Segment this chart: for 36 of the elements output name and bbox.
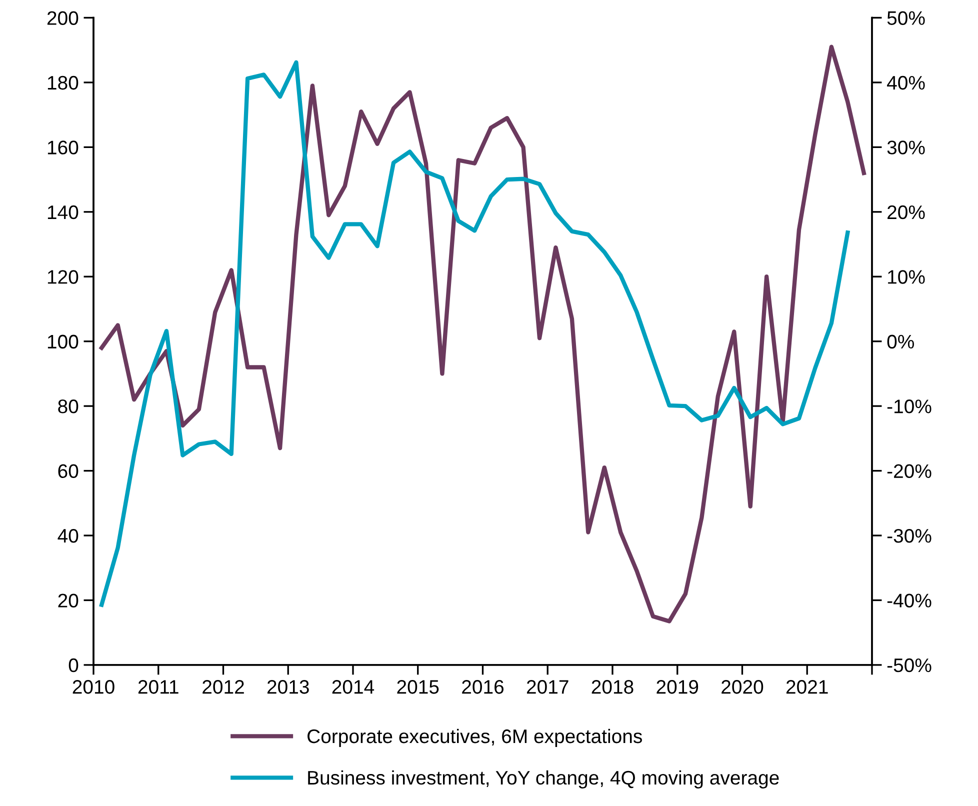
- x-tick-label: 2020: [722, 680, 764, 694]
- y-tick-label: 60: [58, 464, 78, 478]
- legend-label: Business investment, YoY change, 4Q moving average: [308, 770, 779, 788]
- x-tick-label: 2019: [656, 680, 698, 694]
- legend-label: Corporate executives, 6M expectations: [308, 728, 642, 748]
- y2-tick-label: 40%: [887, 76, 925, 90]
- x-tick-label: 2021: [786, 680, 828, 694]
- y2-tick-label: -20%: [887, 464, 932, 478]
- x-tick-label: 2017: [526, 680, 568, 694]
- y2-tick-label: 30%: [887, 140, 925, 154]
- y2-tick-label: -40%: [887, 594, 932, 608]
- y-tick-label: 80: [58, 400, 78, 414]
- x-tick-label: 2016: [462, 680, 504, 694]
- x-tick-label: 2014: [332, 680, 374, 694]
- x-tick-label: 2015: [397, 680, 439, 694]
- y-tick-label: 200: [47, 11, 78, 25]
- y-tick-label: 180: [48, 76, 78, 90]
- y2-tick-label: 10%: [888, 270, 925, 284]
- y2-tick-label: -50%: [887, 658, 932, 672]
- x-tick-label: 2018: [592, 680, 634, 694]
- y2-tick-label: -30%: [887, 528, 932, 543]
- y2-tick-label: -10%: [887, 400, 932, 414]
- x-tick-label: 2011: [138, 680, 178, 694]
- y-tick-label: 140: [48, 205, 78, 220]
- y-tick-label: 120: [48, 270, 78, 284]
- y-tick-label: 40: [58, 528, 78, 543]
- y2-tick-label: 0%: [887, 334, 914, 349]
- y2-tick-label: 50%: [887, 11, 925, 25]
- y-tick-label: 160: [48, 140, 78, 154]
- x-tick-label: 2010: [72, 680, 114, 694]
- y-tick-label: 0: [68, 658, 78, 672]
- y-tick-label: 100: [48, 334, 78, 349]
- y-tick-label: 20: [58, 594, 78, 608]
- x-tick-label: 2012: [202, 680, 244, 694]
- x-tick-label: 2013: [267, 680, 309, 694]
- y2-tick-label: 20%: [888, 205, 925, 220]
